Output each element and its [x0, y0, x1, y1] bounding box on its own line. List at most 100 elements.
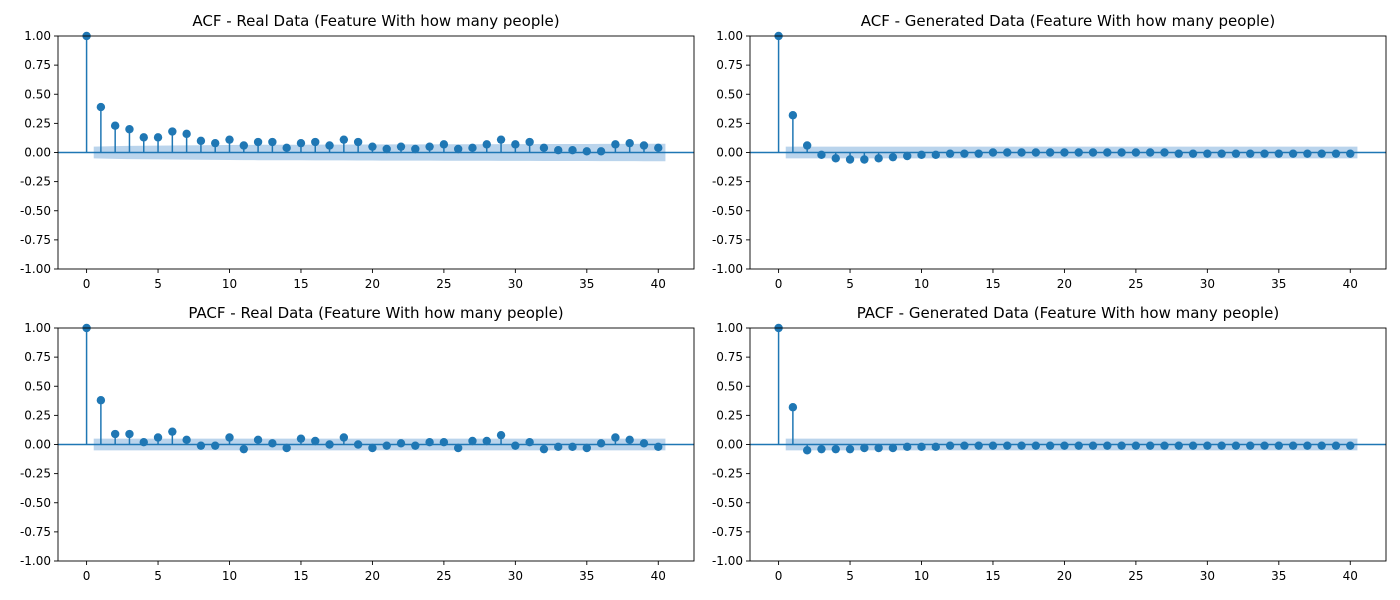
marker-lag-25 [1131, 441, 1141, 450]
marker-lag-26 [453, 443, 463, 453]
subplot-4: -1.00 -0.75 -0.50 -0.25 0.00 0.25 0.50 0.75 1.00… [712, 304, 1387, 583]
x-tick-label: 35 [1271, 569, 1286, 583]
marker-lag-23 [411, 441, 420, 450]
marker-lag-10 [917, 442, 926, 452]
marker-lag-19 [1045, 148, 1055, 157]
marker-lag-7 [874, 443, 883, 453]
marker-lag-22 [1088, 441, 1098, 450]
marker-lag-33 [1246, 149, 1255, 158]
subplot-title: PACF - Real Data (Feature With how many … [188, 304, 563, 322]
x-tick-label: 10 [914, 277, 929, 291]
marker-lag-5 [845, 444, 855, 454]
x-tick-label: 15 [293, 569, 308, 583]
marker-lag-24 [1117, 441, 1126, 450]
marker-lag-2 [802, 141, 812, 150]
marker-lag-35 [582, 443, 592, 453]
marker-lag-20 [368, 142, 377, 151]
x-tick-label: 0 [775, 277, 783, 291]
y-tick-label: 0.75 [716, 58, 743, 72]
marker-lag-3 [817, 150, 826, 160]
marker-lag-17 [1017, 148, 1026, 157]
x-tick-label: 5 [154, 569, 162, 583]
x-tick-label: 35 [579, 277, 594, 291]
marker-lag-32 [1231, 441, 1241, 450]
marker-lag-37 [611, 140, 620, 149]
y-tick-label: -0.25 [20, 175, 51, 189]
x-tick-label: 30 [508, 277, 523, 291]
marker-lag-13 [960, 441, 969, 450]
marker-lag-35 [1274, 441, 1284, 450]
marker-lag-5 [153, 133, 163, 142]
x-tick-label: 40 [651, 569, 666, 583]
marker-lag-37 [611, 433, 620, 442]
marker-lag-9 [903, 151, 912, 161]
x-tick-label: 20 [1057, 277, 1072, 291]
marker-lag-1 [96, 102, 106, 112]
marker-lag-19 [353, 440, 363, 449]
y-tick-label: 1.00 [716, 29, 743, 43]
x-tick-label: 0 [83, 569, 91, 583]
marker-lag-29 [1188, 149, 1198, 158]
marker-lag-20 [1060, 441, 1069, 450]
marker-lag-24 [425, 437, 434, 447]
marker-lag-38 [625, 138, 634, 148]
marker-lag-18 [1031, 441, 1041, 450]
marker-lag-26 [453, 144, 463, 154]
marker-lag-30 [1203, 441, 1212, 450]
marker-lag-13 [268, 137, 277, 147]
y-tick-label: -1.00 [20, 554, 51, 568]
subplot-2: -1.00 -0.75 -0.50 -0.25 0.00 0.25 0.50 0.75 1.00… [712, 12, 1387, 291]
marker-lag-25 [439, 140, 449, 149]
y-tick-label: 0.75 [24, 350, 51, 364]
marker-lag-15 [296, 138, 306, 148]
marker-lag-22 [396, 142, 406, 151]
marker-lag-8 [888, 443, 898, 453]
marker-lag-26 [1145, 441, 1155, 450]
marker-lag-12 [253, 435, 263, 445]
marker-lag-39 [639, 439, 649, 448]
y-tick-label: 1.00 [24, 29, 51, 43]
marker-lag-27 [1160, 441, 1169, 450]
y-tick-label: -0.25 [712, 467, 743, 481]
marker-lag-26 [1145, 148, 1155, 157]
y-tick-label: 1.00 [24, 321, 51, 335]
marker-lag-8 [888, 152, 898, 162]
marker-lag-18 [1031, 148, 1041, 157]
marker-lag-7 [182, 435, 191, 445]
marker-lag-15 [988, 441, 998, 450]
marker-lag-27 [1160, 148, 1169, 157]
marker-lag-11 [239, 141, 248, 150]
x-tick-label: 40 [651, 277, 666, 291]
x-tick-label: 10 [914, 569, 929, 583]
marker-lag-11 [931, 442, 940, 452]
marker-lag-31 [525, 137, 534, 147]
marker-lag-2 [110, 121, 120, 130]
marker-lag-39 [1331, 149, 1341, 158]
marker-lag-35 [1274, 149, 1284, 158]
y-tick-label: 1.00 [716, 321, 743, 335]
marker-lag-28 [1174, 441, 1183, 450]
marker-lag-8 [196, 136, 206, 146]
marker-lag-21 [1074, 441, 1083, 450]
marker-lag-23 [1103, 148, 1112, 157]
marker-lag-38 [1317, 441, 1326, 450]
y-tick-label: -0.50 [712, 204, 743, 218]
y-tick-label: -0.25 [20, 467, 51, 481]
marker-lag-6 [860, 443, 869, 453]
x-tick-label: 0 [83, 277, 91, 291]
marker-lag-11 [239, 444, 248, 454]
marker-lag-32 [539, 444, 549, 454]
marker-lag-12 [945, 149, 955, 158]
marker-lag-28 [482, 140, 491, 149]
x-tick-label: 25 [436, 277, 451, 291]
x-tick-label: 35 [1271, 277, 1286, 291]
subplot-3: -1.00 -0.75 -0.50 -0.25 0.00 0.25 0.50 0.75 1.00… [20, 304, 695, 583]
marker-lag-21 [382, 441, 391, 450]
y-tick-label: -0.75 [712, 525, 743, 539]
marker-lag-34 [1260, 441, 1269, 450]
marker-lag-34 [568, 442, 577, 452]
marker-lag-4 [139, 133, 148, 142]
marker-lag-36 [596, 439, 606, 448]
x-tick-label: 5 [846, 569, 854, 583]
